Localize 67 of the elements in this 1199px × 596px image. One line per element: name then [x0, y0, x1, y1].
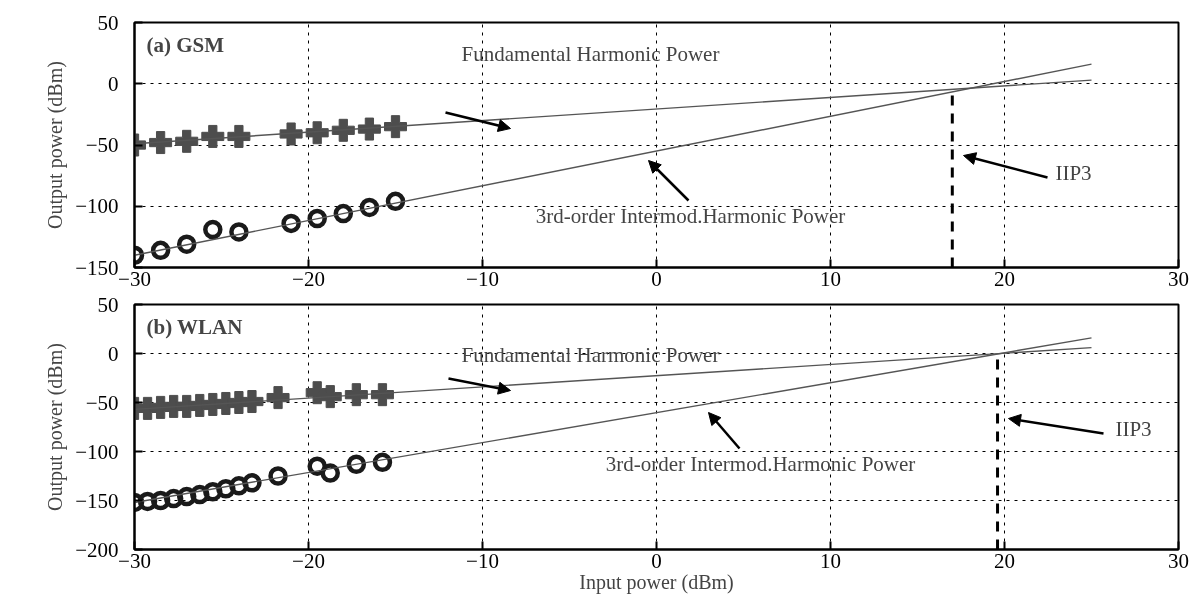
point — [229, 476, 249, 496]
point — [242, 473, 262, 493]
point — [150, 490, 171, 511]
y-axis-title: Output power (dBm) — [44, 61, 68, 229]
point — [320, 463, 340, 483]
annotation: IIP3 — [1115, 416, 1152, 441]
x-tick-label: 0 — [651, 548, 662, 573]
point — [385, 191, 406, 212]
x-tick-label: −10 — [466, 548, 499, 573]
point — [150, 240, 171, 261]
y-tick-label: 50 — [97, 10, 119, 35]
point — [203, 481, 223, 502]
point — [307, 208, 327, 229]
y-tick-label: 50 — [97, 292, 119, 317]
y-tick-label: −150 — [75, 488, 119, 513]
x-tick-label: −30 — [118, 548, 151, 573]
x-tick-label: −10 — [466, 266, 499, 291]
annotation: Fundamental Harmonic Power — [461, 41, 720, 66]
x-tick-label: 20 — [994, 266, 1015, 291]
point — [346, 454, 367, 474]
x-tick-label: −30 — [118, 266, 151, 291]
x-tick-label: 10 — [820, 266, 841, 291]
point — [240, 390, 264, 414]
point — [176, 234, 197, 254]
x-tick-label: 20 — [994, 548, 1015, 573]
point — [137, 491, 158, 512]
point — [216, 479, 236, 499]
x-axis-title: Input power (dBm) — [579, 570, 734, 594]
point — [149, 131, 173, 155]
x-tick-label: −20 — [292, 548, 325, 573]
point — [318, 385, 342, 409]
y-tick-label: −150 — [75, 255, 119, 280]
y-tick-label: 0 — [108, 71, 119, 96]
annotation: Fundamental Harmonic Power — [461, 342, 720, 367]
point — [279, 122, 303, 146]
y-tick-label: −100 — [75, 194, 119, 219]
x-tick-label: 10 — [820, 548, 841, 573]
point — [307, 456, 327, 476]
point — [281, 213, 301, 234]
point — [190, 484, 210, 505]
x-tick-label: 0 — [651, 266, 662, 291]
point — [305, 121, 329, 145]
annotation: 3rd-order Intermod.Harmonic Power — [535, 203, 846, 228]
point — [201, 124, 225, 148]
x-tick-label: −20 — [292, 266, 325, 291]
y-axis-title: Output power (dBm) — [44, 343, 68, 511]
point — [266, 386, 290, 410]
annotation: 3rd-order Intermod.Harmonic Power — [605, 451, 916, 476]
point — [344, 383, 368, 407]
y-tick-label: −100 — [75, 439, 119, 464]
y-tick-label: 0 — [108, 341, 119, 366]
point — [163, 488, 184, 509]
x-tick-label: 30 — [1168, 266, 1189, 291]
point — [203, 219, 223, 240]
point — [229, 222, 249, 242]
y-tick-label: −200 — [75, 537, 119, 562]
point — [227, 124, 251, 148]
point — [357, 117, 381, 141]
annotation: (b) WLAN — [146, 314, 243, 339]
point — [333, 203, 354, 224]
annotation: (a) GSM — [146, 32, 225, 57]
y-tick-label: −50 — [85, 133, 119, 157]
y-tick-label: −50 — [85, 390, 119, 415]
x-tick-label: 30 — [1168, 548, 1189, 573]
point — [176, 486, 197, 507]
annotation: IIP3 — [1055, 160, 1092, 185]
point — [372, 452, 393, 473]
